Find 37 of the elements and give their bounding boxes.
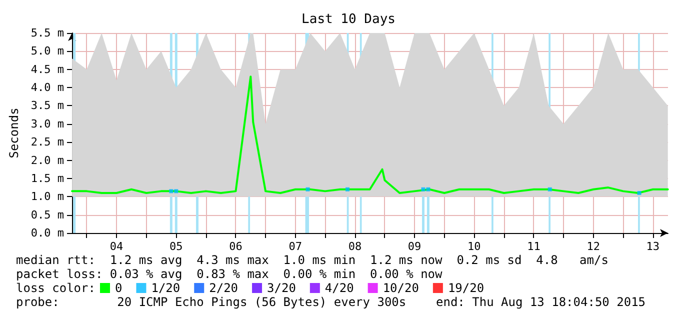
text: packet loss: 0.03 % avg 0.83 % max 0.00 % min 0.00 % now — [16, 267, 444, 281]
y-tick-label: 0.0 m — [30, 226, 64, 240]
legend-label: 10/20 — [382, 281, 419, 295]
y-tick-label: 4.5 m — [30, 62, 64, 76]
x-tick-label: 10 — [468, 240, 481, 253]
y-tick-label: 0.5 m — [30, 208, 64, 222]
x-tick-label: 05 — [170, 240, 183, 253]
y-tick-label: 3.0 m — [30, 117, 64, 130]
y-tick-label: 1.0 m — [30, 190, 64, 204]
line-series — [71, 76, 669, 194]
legend-label: 0 — [115, 281, 122, 295]
text: end: Thu Aug 13 18:04:50 2015 — [436, 295, 646, 309]
y-tick-label: 5.0 m — [30, 44, 64, 58]
text: probe: 20 ICMP Echo Pings (56 Bytes) every 300s — [16, 295, 406, 309]
x-tick-label: 04 — [110, 240, 124, 253]
y-tick-label: 2.5 m — [30, 136, 64, 149]
legend-label: 3/20 — [267, 281, 296, 295]
chart-title: Last 10 Days — [302, 12, 396, 27]
y-tick-label: 1.5 m — [30, 172, 64, 185]
y-tick-label: 3.5 m — [30, 99, 64, 112]
y-tick-label: 5.5 m — [30, 26, 64, 40]
x-tick-label: 13 — [646, 240, 660, 253]
x-tick-label: 08 — [348, 240, 362, 253]
text: median rtt: 1.2 ms avg 4.3 ms max 1.0 ms min 1.2 ms now 0.2 ms sd 4.8 am/s — [16, 253, 608, 267]
legend-label: 1/20 — [151, 281, 180, 295]
x-tick-label: 12 — [586, 240, 600, 253]
x-tick-label: 11 — [527, 240, 540, 253]
y-tick-label: 2.0 m — [30, 154, 64, 167]
legend-label: 4/20 — [324, 281, 354, 295]
legend-label: 19/20 — [448, 281, 484, 295]
x-tick-label: 06 — [229, 240, 242, 253]
x-tick-label: 07 — [288, 240, 302, 253]
y-axis-title: Seconds — [7, 108, 21, 158]
x-tick-label: 09 — [408, 240, 422, 253]
legend-title: loss color: — [16, 281, 96, 295]
y-tick-label: 4.0 m — [30, 81, 64, 94]
legend-label: 2/20 — [209, 281, 238, 295]
